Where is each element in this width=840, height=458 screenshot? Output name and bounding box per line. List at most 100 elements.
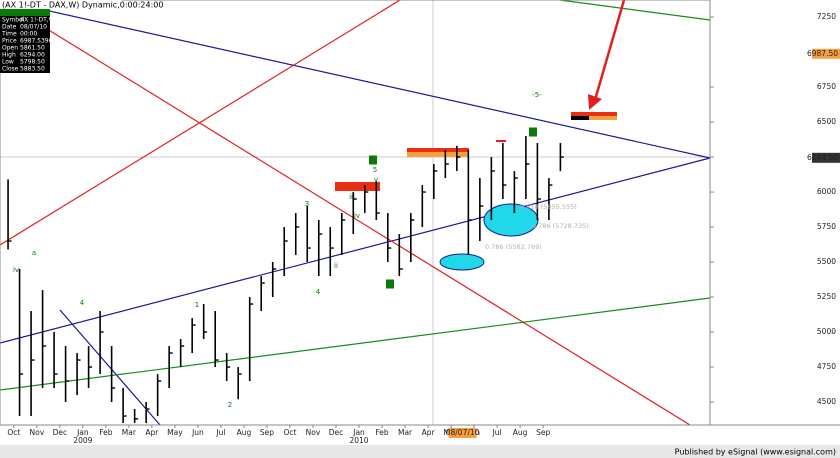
data-window-header bbox=[0, 9, 50, 16]
annotations: 3 5 v iii iv 3 ii 4 4 5 4 1 2 a iv -5- 0.618 (5855.555) 0… bbox=[13, 91, 589, 409]
wave-label: 1 bbox=[195, 301, 199, 309]
data-window-value: AX 1!-DT,W bbox=[20, 17, 55, 24]
x-tick-label: Aug bbox=[237, 428, 252, 437]
x-tick-label: Oct bbox=[7, 428, 20, 437]
wave-label: 5 bbox=[373, 166, 377, 174]
cursor-date-box bbox=[448, 428, 477, 438]
year-label: 2009 bbox=[73, 436, 92, 445]
x-tick-label: Mar bbox=[122, 428, 137, 437]
trend-line bbox=[0, 0, 691, 426]
ellipse bbox=[439, 253, 485, 271]
data-window-value: 6294.00 bbox=[20, 52, 45, 59]
x-tick-label: Oct bbox=[283, 428, 296, 437]
wave-label: 4 bbox=[316, 288, 321, 296]
y-tick-label: 5750 bbox=[817, 222, 836, 231]
data-window-key: Open bbox=[2, 45, 18, 52]
title-bg bbox=[0, 0, 122, 9]
y-tick-label: 4750 bbox=[817, 362, 836, 371]
data-window-value: 08/07/10 bbox=[20, 24, 47, 31]
data-window-value: 00:00 bbox=[20, 31, 37, 38]
fib-label: 0.786 (5582.769) bbox=[485, 243, 542, 251]
x-tick-label: Jul bbox=[215, 428, 225, 437]
bars bbox=[7, 136, 564, 424]
x-tick-label: Dec bbox=[53, 428, 68, 437]
data-window-key: Time bbox=[1, 31, 17, 38]
wave-label: -5- bbox=[532, 91, 542, 99]
wave-label: 4 bbox=[388, 280, 393, 288]
trend-line bbox=[0, 297, 711, 391]
wave-label: 3 bbox=[305, 200, 309, 208]
x-tick-label: Sep bbox=[536, 428, 550, 437]
price-highlight bbox=[812, 152, 840, 163]
trend-line bbox=[0, 0, 401, 246]
data-window bbox=[0, 9, 50, 73]
wave-label: iii bbox=[349, 193, 355, 201]
y-tick-label: 4500 bbox=[817, 397, 836, 406]
fib-label: 0.786 (5728.735) bbox=[532, 222, 589, 230]
fib-label: 0.618 (5855.555) bbox=[520, 203, 577, 211]
wave-label: 2 bbox=[228, 401, 232, 409]
x-tick-label: Jun bbox=[191, 428, 204, 437]
data-window-key: Low bbox=[2, 59, 14, 66]
cursor-date: 08/07/10 bbox=[446, 428, 480, 437]
x-tick-label: Feb bbox=[375, 428, 389, 437]
price-highlight bbox=[812, 48, 840, 59]
wave-label: 3 bbox=[371, 156, 375, 164]
data-window-value: 5883.50 bbox=[20, 66, 45, 73]
zone bbox=[589, 116, 617, 120]
data-window-value: 5798.50 bbox=[20, 59, 45, 66]
y-tick-label: 7250 bbox=[817, 12, 836, 21]
wave-label: 5 bbox=[531, 128, 535, 136]
x-tick-label: Dec bbox=[329, 428, 344, 437]
wave-label: ii bbox=[334, 262, 338, 270]
wave-label: iv bbox=[354, 212, 360, 220]
x-tick-label: Nov bbox=[30, 428, 45, 437]
data-window-value: 5861.50 bbox=[20, 45, 45, 52]
wave-label: a bbox=[32, 249, 36, 257]
x-tick-label: Nov bbox=[306, 428, 321, 437]
arrow bbox=[593, 0, 626, 101]
trend-line bbox=[0, 0, 711, 159]
trend-line bbox=[0, 157, 711, 344]
x-tick-label: Feb bbox=[99, 428, 113, 437]
x-tick-label: Apr bbox=[422, 428, 436, 437]
footer-bg bbox=[0, 445, 840, 458]
x-tick-label: Aug bbox=[513, 428, 528, 437]
y-tick-label: 6000 bbox=[817, 187, 836, 196]
data-window-key: Symbol bbox=[2, 17, 25, 24]
y-tick-label: 5000 bbox=[817, 327, 836, 336]
wave-label: v bbox=[374, 176, 378, 184]
data-window-key: High bbox=[2, 52, 16, 59]
wave-label: iv bbox=[13, 266, 19, 274]
year-label: 2010 bbox=[349, 436, 368, 445]
data-window-key: Price bbox=[2, 38, 17, 45]
wave-box bbox=[386, 279, 394, 289]
y-tick-label: 5500 bbox=[817, 257, 836, 266]
x-tick-label: Mar bbox=[398, 428, 413, 437]
x-tick-label: Jan bbox=[76, 428, 89, 437]
y-tick-label: 6500 bbox=[817, 117, 836, 126]
chart-title: (AX 1!-DT - DAX,W) Dynamic,0:00:24:00 bbox=[2, 1, 163, 10]
data-window-key: Date bbox=[2, 24, 17, 31]
data-window-value: 6987.53964 bbox=[20, 38, 56, 45]
plot-area bbox=[0, 0, 711, 426]
price-highlight-label: 6244.50 bbox=[807, 153, 838, 162]
wave-label: 4 bbox=[80, 299, 85, 307]
x-tick-label: Apr bbox=[145, 428, 159, 437]
x-tick-label: May bbox=[167, 428, 183, 437]
wave-box bbox=[369, 155, 377, 165]
y-tick-label: 6750 bbox=[817, 82, 836, 91]
data-window-key: Close bbox=[2, 66, 19, 73]
trend-line bbox=[559, 0, 711, 21]
arrow-head bbox=[588, 94, 602, 110]
zone bbox=[571, 116, 589, 120]
zone bbox=[407, 152, 469, 157]
wave-box bbox=[529, 127, 537, 137]
footer: Published by eSignal (www.esignal.com) bbox=[675, 448, 836, 457]
trend-line bbox=[59, 309, 161, 426]
zone bbox=[335, 182, 380, 191]
price-highlight-label: 6987.50 bbox=[807, 49, 838, 58]
x-tick-label: Sep bbox=[260, 428, 274, 437]
x-tick-label: Jan bbox=[352, 428, 365, 437]
